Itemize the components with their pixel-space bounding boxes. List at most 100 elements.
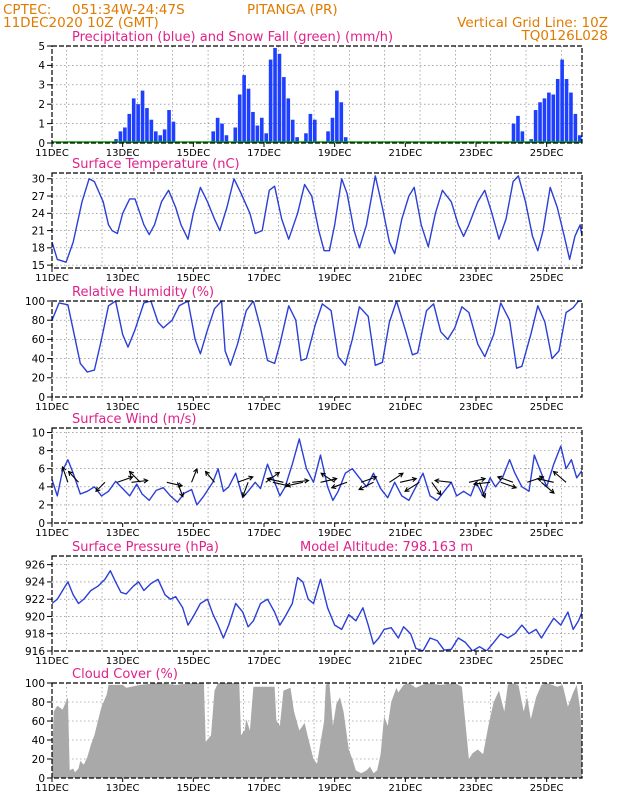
cloud-xtick-label: 23DEC bbox=[459, 783, 493, 794]
precip-bar bbox=[569, 92, 573, 143]
precip-bar bbox=[533, 110, 538, 143]
precip-xtick-label: 25DEC bbox=[530, 148, 564, 159]
humidity-xtick-label: 17DEC bbox=[247, 402, 281, 413]
wind-vector bbox=[541, 481, 555, 494]
wind-frame bbox=[51, 427, 583, 524]
temperature-xtick-label: 19DEC bbox=[318, 273, 352, 284]
pressure-panel: 916 918 920 922 924 926 11DEC 13DEC 15DEC 17DEC 19… bbox=[25, 555, 583, 667]
precip-bar bbox=[335, 90, 339, 143]
pressure-xtick-label: 25DEC bbox=[530, 656, 564, 667]
precip-bar bbox=[547, 92, 551, 143]
precip-bar bbox=[255, 125, 260, 143]
cloud-ytick-label: 20 bbox=[32, 754, 45, 766]
wind-panel: 0 2 4 6 8 10 11DEC 13DEC 15DEC 17DEC 19DEC 21DEC 23D… bbox=[32, 427, 583, 539]
precip-bar bbox=[282, 77, 286, 143]
temperature-panel: 15 18 21 24 27 30 11DEC 13DEC 15DEC 17DEC 19DEC 21D… bbox=[32, 172, 583, 284]
pressure-ytick-label: 920 bbox=[25, 611, 45, 623]
wind-title: Surface Wind (m/s) bbox=[72, 412, 196, 427]
precip-bar bbox=[259, 117, 264, 143]
header-grid-note: Vertical Grid Line: 10Z bbox=[457, 15, 608, 31]
pressure-ytick-label: 922 bbox=[25, 594, 45, 606]
precip-bar bbox=[330, 117, 335, 143]
precip-bar bbox=[233, 127, 238, 143]
wind-vector bbox=[358, 481, 374, 491]
pressure-title: Surface Pressure (hPa) bbox=[72, 540, 219, 555]
precip-bar bbox=[600, 120, 604, 143]
wind-line bbox=[52, 438, 582, 506]
wind-vector bbox=[431, 481, 442, 496]
precip-bar bbox=[613, 126, 617, 143]
temperature-ytick-label: 27 bbox=[32, 191, 45, 203]
precip-xtick-label: 19DEC bbox=[318, 148, 352, 159]
humidity-panel: 0 20 40 60 80 100 11DEC 13DEC 15DEC 17DEC 19DEC 21D… bbox=[25, 296, 583, 413]
wind-vector bbox=[285, 481, 303, 488]
wind-xtick-label: 13DEC bbox=[106, 528, 140, 539]
temperature-xtick-label: 11DEC bbox=[35, 273, 69, 284]
precip-bar bbox=[529, 139, 534, 143]
wind-vector bbox=[536, 476, 554, 483]
precip-bar bbox=[312, 119, 317, 143]
precip-bar bbox=[555, 78, 560, 143]
wind-vector bbox=[266, 476, 284, 483]
humidity-ytick-label: 100 bbox=[25, 296, 45, 308]
precip-xtick-label: 23DEC bbox=[459, 148, 493, 159]
wind-vector bbox=[292, 478, 310, 484]
precip-xtick-label: 13DEC bbox=[106, 148, 140, 159]
precip-bar bbox=[551, 94, 556, 143]
precip-bar bbox=[516, 115, 520, 143]
precip-bar bbox=[538, 102, 542, 143]
header-coords: 051:34W-24:47S bbox=[72, 2, 185, 18]
precip-ytick-label: 5 bbox=[38, 41, 45, 53]
temperature-line bbox=[52, 175, 582, 263]
precip-bar bbox=[308, 113, 313, 143]
temperature-ytick-label: 18 bbox=[32, 243, 45, 255]
wind-vector bbox=[95, 481, 106, 493]
precip-xtick-label: 21DEC bbox=[388, 148, 422, 159]
cloud-xtick-label: 21DEC bbox=[388, 783, 422, 794]
precip-bar bbox=[171, 121, 176, 143]
wind-vector bbox=[468, 476, 487, 483]
temperature-title: Surface Temperature (nC) bbox=[72, 157, 240, 172]
precip-bar bbox=[290, 119, 295, 143]
pressure-ytick-label: 924 bbox=[25, 577, 45, 589]
humidity-xtick-label: 19DEC bbox=[318, 402, 352, 413]
wind-vector bbox=[204, 470, 215, 483]
wind-vector bbox=[166, 481, 184, 488]
precip-ytick-label: 4 bbox=[38, 60, 45, 72]
precip-bar bbox=[326, 131, 330, 143]
precip-bar bbox=[582, 139, 586, 143]
wind-vector bbox=[265, 471, 281, 483]
wind-vector bbox=[496, 475, 514, 483]
humidity-title: Relative Humidity (%) bbox=[72, 285, 214, 300]
precip-ytick-label: 3 bbox=[38, 80, 45, 92]
pressure-xtick-label: 15DEC bbox=[176, 656, 210, 667]
wind-vector bbox=[404, 481, 420, 492]
wind-vector bbox=[433, 478, 452, 484]
wind-ytick-label: 8 bbox=[38, 445, 45, 457]
precip-xtick-label: 11DEC bbox=[35, 148, 69, 159]
header-source: CPTEC: bbox=[3, 2, 51, 18]
humidity-frame bbox=[51, 300, 583, 398]
temperature-xtick-label: 17DEC bbox=[247, 273, 281, 284]
precip-bar bbox=[127, 113, 132, 143]
humidity-ytick-label: 60 bbox=[32, 334, 45, 346]
wind-vector bbox=[399, 476, 418, 483]
pressure-ytick-label: 918 bbox=[25, 629, 45, 641]
cloud-area bbox=[52, 683, 582, 778]
cloud-xtick-label: 19DEC bbox=[318, 783, 352, 794]
cloud-panel: 0 20 40 60 80 100 11DEC 13DEC 15DEC 17DEC 19DEC 21D… bbox=[25, 678, 583, 794]
cloud-xtick-label: 17DEC bbox=[247, 783, 281, 794]
temperature-ytick-label: 21 bbox=[32, 225, 45, 237]
precip-xtick-label: 15DEC bbox=[176, 148, 210, 159]
wind-vector bbox=[61, 465, 69, 483]
precip-bar bbox=[573, 113, 578, 143]
wind-xtick-label: 21DEC bbox=[388, 528, 422, 539]
precip-bar bbox=[118, 131, 123, 143]
precip-bar bbox=[242, 75, 246, 143]
pressure-frame bbox=[51, 555, 583, 652]
precip-bar bbox=[123, 127, 127, 143]
pressure-marks bbox=[52, 570, 582, 651]
cloud-xtick-label: 15DEC bbox=[176, 783, 210, 794]
pressure-xtick-label: 19DEC bbox=[318, 656, 352, 667]
cloud-frame bbox=[51, 682, 583, 779]
